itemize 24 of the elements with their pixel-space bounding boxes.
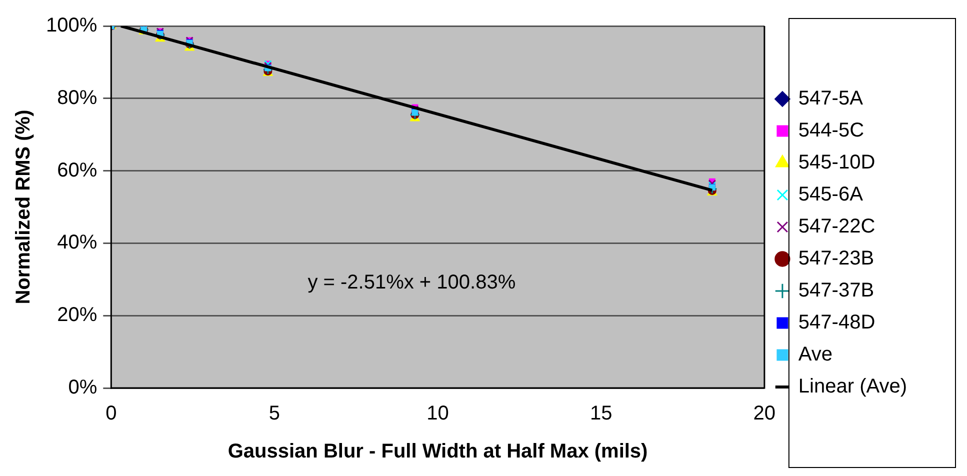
x-tick-label: 0 bbox=[106, 402, 117, 425]
legend-label: 545-6A bbox=[798, 184, 864, 206]
x-tick-label: 20 bbox=[753, 402, 776, 425]
y-tick-label: 80% bbox=[57, 86, 98, 109]
y-tick-label: 100% bbox=[46, 14, 98, 37]
legend-label: Linear (Ave) bbox=[798, 376, 908, 398]
legend-label: 547-37B bbox=[798, 280, 874, 302]
y-tick-label: 20% bbox=[57, 304, 98, 326]
y-tick-label: 40% bbox=[57, 232, 98, 254]
legend-label: 547-23B bbox=[798, 248, 874, 270]
legend-label: 545-10D bbox=[798, 152, 876, 174]
legend-label: 544-5C bbox=[798, 120, 864, 142]
y-tick-label: 60% bbox=[57, 159, 98, 182]
x-axis-title: Gaussian Blur - Full Width at Half Max (mils) bbox=[228, 440, 648, 463]
x-tick-label: 5 bbox=[268, 402, 280, 425]
legend-label: 547-48D bbox=[798, 312, 876, 334]
y-tick-label: 0% bbox=[68, 376, 98, 399]
legend-label: Ave bbox=[798, 344, 833, 366]
y-axis-title: Normalized RMS (%) bbox=[12, 110, 35, 304]
legend-label: 547-5A bbox=[798, 88, 864, 110]
annotation: y = -2.51%x + 100.83% bbox=[308, 272, 516, 294]
legend-label: 547-22C bbox=[798, 216, 876, 238]
x-tick-label: 15 bbox=[590, 402, 612, 425]
x-tick-label: 10 bbox=[426, 402, 449, 425]
